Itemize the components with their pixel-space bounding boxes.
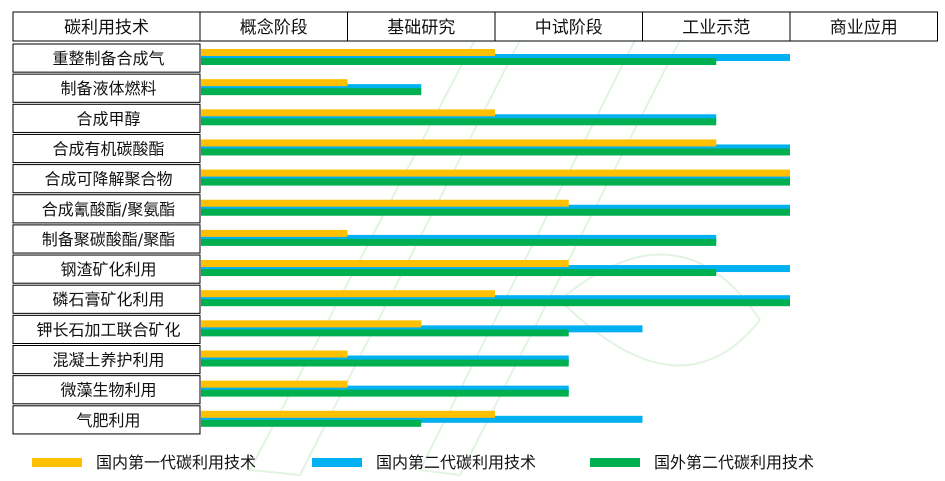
- row-label-cell-7: [12, 254, 201, 284]
- bar-s1-r12: [201, 415, 643, 423]
- bar-s1-r7: [201, 265, 790, 273]
- bar-s1-r0: [201, 54, 790, 61]
- stage-label-0: 概念阶段: [240, 17, 308, 38]
- bar-s1-r10: [201, 355, 569, 363]
- legend-swatch-1: [312, 458, 362, 467]
- row-label-2: 合成甲醇: [76, 109, 140, 128]
- row-labels: 重整制备合成气制备液体燃料合成甲醇合成有机碳酸酯合成可降解聚合物合成氰酸酯/聚氨…: [12, 43, 201, 435]
- bar-s0-r10: [201, 350, 348, 358]
- bar-s1-r1: [201, 84, 422, 92]
- legend: 国内第一代碳利用技术 国内第二代碳利用技术 国外第二代碳利用技术: [32, 453, 814, 472]
- stage-label-2: 中试阶段: [535, 18, 603, 38]
- header-cell-stage-0: [199, 11, 348, 42]
- header-tech-label: 碳利用技术: [64, 18, 149, 38]
- row-label-12: 气肥利用: [76, 411, 140, 430]
- bar-s0-r8: [201, 290, 495, 298]
- row-label-1: 制备液体燃料: [60, 79, 156, 98]
- row-label-cell-10: [12, 345, 201, 375]
- row-label-cell-2: [12, 103, 201, 133]
- row-label-9: 钾长石加工联合矿化: [36, 320, 180, 339]
- stage-label-1: 基础研究: [387, 18, 455, 38]
- row-label-cell-11: [12, 375, 201, 405]
- bar-s0-r2: [201, 109, 495, 117]
- row-label-4: 合成可降解聚合物: [44, 170, 172, 189]
- bar-s0-r3: [201, 139, 717, 147]
- stage-label-4: 商业应用: [830, 18, 898, 38]
- legend-swatch-2: [590, 458, 640, 467]
- header-cell-stage-4: [789, 11, 938, 42]
- row-label-cell-1: [12, 73, 201, 103]
- legend-label-0: 国内第一代碳利用技术: [96, 453, 256, 472]
- header-cell-tech: [12, 11, 201, 42]
- header-cell-stage-3: [642, 11, 791, 42]
- bar-s2-r4: [201, 178, 790, 186]
- bar-s1-r9: [201, 325, 643, 333]
- row-label-cell-8: [12, 284, 201, 314]
- stage-label-3: 工业示范: [682, 18, 750, 38]
- bar-s2-r3: [201, 148, 790, 156]
- bar-s0-r9: [201, 320, 422, 328]
- bar-s1-r3: [201, 144, 790, 152]
- row-label-cell-6: [12, 224, 201, 254]
- bar-s1-r4: [201, 174, 790, 182]
- bar-s2-r11: [201, 389, 569, 397]
- bar-s0-r4: [201, 169, 790, 177]
- row-label-cell-4: [12, 164, 201, 194]
- bar-s2-r6: [201, 238, 717, 246]
- bar-s1-r11: [201, 385, 569, 393]
- row-label-5: 合成氰酸酯/聚氨酯: [42, 200, 175, 219]
- bar-s1-r5: [201, 204, 790, 212]
- row-label-10: 混凝土养护利用: [52, 351, 164, 370]
- row-label-cell-5: [12, 194, 201, 224]
- bar-s2-r12: [201, 419, 422, 427]
- bar-s2-r7: [201, 269, 717, 277]
- bar-s1-r6: [201, 234, 717, 242]
- row-label-11: 微藻生物利用: [60, 381, 156, 400]
- bar-s0-r11: [201, 380, 348, 388]
- legend-label-1: 国内第二代碳利用技术: [376, 453, 536, 472]
- bar-s0-r12: [201, 410, 495, 418]
- row-label-6: 制备聚碳酸酯/聚酯: [42, 230, 175, 249]
- bar-s0-r7: [201, 260, 569, 268]
- bar-s0-r0: [201, 49, 495, 56]
- bar-s2-r9: [201, 329, 569, 337]
- legend-label-2: 国外第二代碳利用技术: [654, 453, 814, 472]
- bar-s1-r2: [201, 114, 717, 122]
- row-label-cell-9: [12, 314, 201, 345]
- bar-s0-r6: [201, 229, 348, 237]
- legend-swatch-0: [32, 458, 82, 467]
- bar-s2-r8: [201, 299, 790, 307]
- header-cell-stage-1: [347, 11, 496, 42]
- stage-table: 碳利用技术 概念阶段 基础研究 中试阶段 工业示范 商业应用: [12, 11, 938, 42]
- bar-s2-r2: [201, 118, 717, 126]
- row-label-3: 合成有机碳酸酯: [52, 139, 164, 158]
- watermark: [248, 28, 762, 477]
- bars: [201, 49, 790, 427]
- bar-s2-r1: [201, 88, 422, 96]
- row-label-cell-3: [12, 133, 201, 164]
- row-label-0: 重整制备合成气: [52, 49, 164, 68]
- row-label-cell-12: [12, 405, 201, 435]
- bar-s2-r0: [201, 58, 717, 65]
- row-label-7: 钢渣矿化利用: [60, 260, 156, 279]
- row-label-8: 磷石膏矿化利用: [52, 290, 164, 309]
- bar-s2-r10: [201, 359, 569, 367]
- bar-s2-r5: [201, 208, 790, 216]
- bar-s1-r8: [201, 295, 790, 303]
- bar-s0-r5: [201, 199, 569, 207]
- bar-s0-r1: [201, 79, 348, 87]
- row-label-cell-0: [12, 43, 201, 73]
